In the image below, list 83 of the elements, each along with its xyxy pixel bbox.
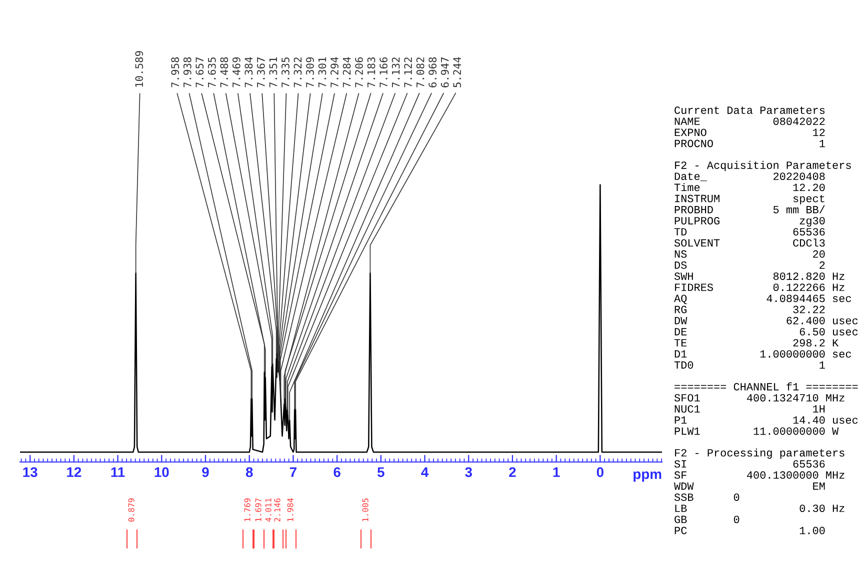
text: F2 - Acquisition Parameters bbox=[675, 160, 851, 172]
text: SWH 8012.820 Hz bbox=[674, 272, 844, 280]
x-tick-label: 11 bbox=[111, 467, 125, 477]
x-tick-label: 5 bbox=[377, 467, 384, 478]
annotation: 7.301 bbox=[318, 57, 326, 88]
x-tick-label: 8 bbox=[246, 467, 253, 478]
text: P1 14.40 usec bbox=[674, 416, 858, 424]
text: NUC1 1H bbox=[674, 405, 825, 413]
annotation: 7.122 bbox=[404, 58, 412, 88]
text: 1.005 bbox=[362, 498, 368, 522]
annotation: 7.294 bbox=[330, 57, 338, 88]
text: RG 32.22 bbox=[674, 306, 825, 314]
text: SFO1 400.1324710 MHz bbox=[674, 394, 844, 402]
text: ======== CHANNEL f1 ======== bbox=[674, 382, 858, 390]
annotation: 7.335 bbox=[282, 57, 290, 88]
text: WDW EM bbox=[674, 482, 825, 490]
text: D1 1.00000000 sec bbox=[674, 350, 851, 358]
annotation: 7.322 bbox=[294, 58, 302, 88]
x-tick-label: 4 bbox=[421, 467, 429, 477]
annotation: 7.206 bbox=[355, 57, 363, 88]
x-axis-title: ppm bbox=[634, 471, 662, 482]
text: TE 298.2 K bbox=[674, 339, 839, 347]
x-tick-label: 7 bbox=[290, 467, 296, 477]
text: F2 - Processing parameters bbox=[675, 448, 844, 459]
text: NAME 08042022 bbox=[674, 118, 825, 126]
text: 4.011 bbox=[265, 498, 272, 522]
annotation: 7.082 bbox=[416, 58, 424, 88]
x-tick-label: 12 bbox=[67, 467, 82, 477]
text: PROCNO 1 bbox=[674, 140, 825, 148]
annotation: 7.384 bbox=[244, 57, 253, 88]
text: EXPNO 12 bbox=[674, 128, 825, 136]
text: INSTRUM spect bbox=[675, 194, 824, 204]
text: SSB 0 bbox=[674, 494, 740, 501]
annotation: 7.132 bbox=[392, 58, 400, 88]
text: 1.984 bbox=[287, 498, 294, 522]
x-tick-label: 3 bbox=[465, 467, 472, 478]
annotation: 7.488 bbox=[220, 57, 228, 88]
text: DE 6.50 usec bbox=[674, 328, 858, 336]
text: Time 12.20 bbox=[674, 183, 825, 192]
text: SOLVENT CDCl3 bbox=[674, 238, 825, 247]
text: DW 62.400 usec bbox=[674, 316, 858, 324]
annotation: 7.958 bbox=[171, 57, 180, 88]
annotation: 7.938 bbox=[183, 57, 192, 88]
text: SF 400.1300000 MHz bbox=[674, 471, 844, 479]
x-tick-label: 13 bbox=[23, 467, 38, 478]
text: NS 20 bbox=[674, 250, 825, 258]
annotation: 7.635 bbox=[208, 57, 216, 88]
annotation: 7.166 bbox=[380, 57, 388, 88]
text: GB 0 bbox=[674, 516, 740, 524]
x-tick-label: 10 bbox=[154, 467, 169, 478]
annotation: 10.589 bbox=[135, 51, 144, 87]
text: PROBHD 5 mm BB/ bbox=[674, 205, 825, 214]
text: 0.879 bbox=[128, 498, 134, 522]
text: PULPROG zg30 bbox=[674, 217, 825, 227]
text: 2.146 bbox=[274, 498, 280, 522]
text: PLW1 11.00000000 W bbox=[674, 427, 839, 435]
x-tick-label: 2 bbox=[509, 467, 516, 477]
text: TD 65536 bbox=[674, 228, 825, 236]
annotation: 5.244 bbox=[453, 57, 462, 88]
annotation: 7.657 bbox=[196, 57, 204, 88]
text: LB 0.30 Hz bbox=[675, 504, 844, 512]
annotation: 7.469 bbox=[232, 57, 240, 88]
text: AQ 4.0894465 sec bbox=[674, 294, 851, 304]
annotation: 7.367 bbox=[256, 57, 265, 88]
annotation: 6.947 bbox=[440, 57, 449, 88]
annotation: 7.309 bbox=[306, 57, 314, 88]
x-tick-label: 6 bbox=[334, 467, 340, 478]
annotation: 7.183 bbox=[367, 57, 376, 88]
text: DS 2 bbox=[674, 261, 825, 269]
x-tick-label: 9 bbox=[202, 467, 209, 478]
annotation: 7.351 bbox=[269, 57, 278, 88]
text: SI 65536 bbox=[674, 460, 825, 468]
text: PC 1.00 bbox=[674, 526, 825, 534]
text: Date_ 20220408 bbox=[674, 172, 825, 182]
text: 1.697 bbox=[255, 498, 262, 522]
text: 1.769 bbox=[244, 498, 250, 522]
x-tick-label: 0 bbox=[596, 467, 604, 478]
text: FIDRES 0.122266 Hz bbox=[675, 284, 844, 292]
text: Current Data Parameters bbox=[674, 106, 825, 114]
text: TD0 1 bbox=[674, 361, 825, 369]
annotation: 6.968 bbox=[428, 57, 437, 88]
x-tick-label: 1 bbox=[553, 467, 560, 477]
annotation: 7.284 bbox=[342, 57, 351, 88]
